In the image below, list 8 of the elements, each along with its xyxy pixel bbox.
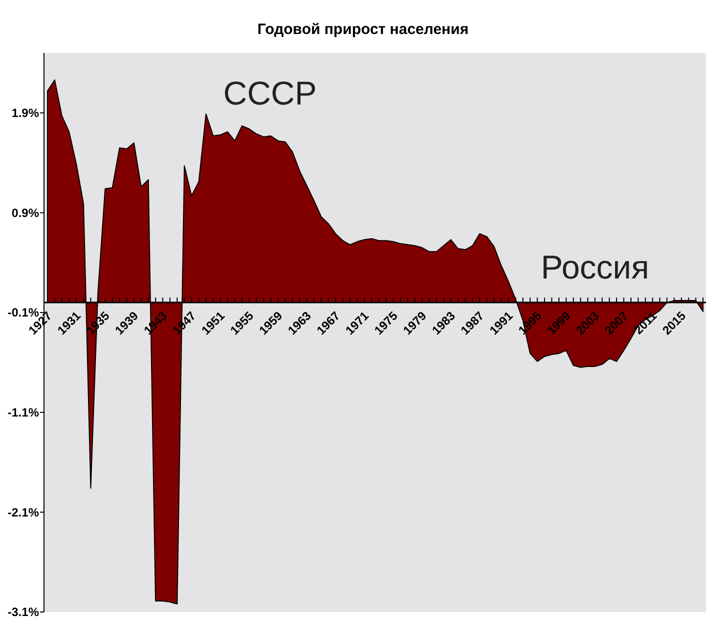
y-tick-label: 1.9% (12, 106, 40, 120)
annotation: Россия (540, 248, 650, 286)
y-tick-label: 0.9% (12, 206, 40, 220)
y-tick-label: -1.1% (8, 406, 40, 420)
y-tick-label: -3.1% (8, 605, 40, 620)
y-tick-label: -2.1% (8, 505, 40, 520)
annotation: СССР (223, 74, 317, 112)
chart-title: Годовой прирост населения (257, 21, 469, 38)
